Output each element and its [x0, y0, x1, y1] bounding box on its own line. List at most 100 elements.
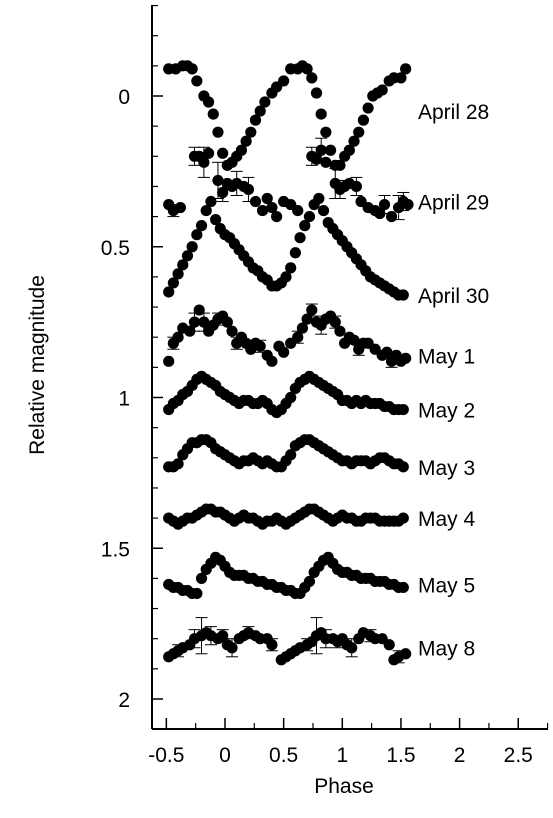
- data-point: [226, 325, 238, 337]
- data-point: [400, 352, 412, 364]
- data-point: [383, 639, 395, 651]
- data-point: [402, 198, 414, 211]
- data-point: [217, 147, 229, 159]
- x-tick-label: -0.5: [148, 744, 184, 767]
- data-point: [292, 331, 304, 343]
- data-point: [357, 114, 370, 126]
- data-point: [217, 186, 229, 199]
- data-point: [186, 241, 198, 253]
- series-8: [163, 617, 412, 666]
- x-tick-label: 1.5: [386, 744, 415, 767]
- series-5: [163, 434, 409, 473]
- series-labels: April 28 April 29 April 30 May 1 May 2 May 3 M…: [418, 101, 489, 661]
- data-point: [320, 156, 332, 168]
- series-label: May 1: [418, 345, 475, 368]
- data-point: [195, 572, 208, 585]
- data-point: [343, 144, 355, 156]
- data-point: [181, 250, 194, 262]
- data-point: [329, 316, 341, 328]
- series-label: May 2: [418, 400, 475, 423]
- data-point: [177, 259, 189, 271]
- data-point: [346, 642, 358, 654]
- series-label: April 28: [418, 101, 489, 124]
- data-point: [313, 192, 325, 205]
- data-point: [259, 96, 271, 108]
- data-point: [397, 581, 409, 594]
- data-point: [317, 204, 330, 217]
- data-point: [245, 126, 257, 138]
- series-4: [163, 370, 409, 419]
- data-point: [167, 277, 179, 289]
- y-tick-label: 1.5: [101, 538, 130, 561]
- data-point: [397, 461, 409, 473]
- series-label: April 29: [418, 192, 489, 215]
- data-point: [200, 204, 212, 217]
- x-tick-label: 0.5: [269, 744, 298, 767]
- y-tick-label: 1: [118, 388, 130, 411]
- data-point: [280, 271, 292, 283]
- data-point: [378, 198, 391, 211]
- data-point: [198, 156, 210, 168]
- data-point: [193, 304, 205, 316]
- series-label: May 4: [418, 508, 476, 531]
- data-point: [303, 211, 316, 223]
- data-point: [289, 247, 301, 259]
- data-point: [266, 355, 278, 367]
- data-point: [249, 114, 262, 126]
- data-point: [315, 108, 327, 120]
- data-point: [310, 87, 323, 99]
- data-point: [172, 331, 184, 343]
- data-point: [212, 126, 224, 138]
- data-point: [207, 108, 219, 120]
- data-point: [198, 316, 210, 328]
- data-point: [294, 232, 306, 244]
- series-2: [163, 192, 409, 301]
- data-point: [315, 144, 327, 156]
- y-axis-title: Relative magnitude: [26, 275, 49, 455]
- data-point: [226, 642, 238, 654]
- series-label: May 8: [418, 638, 475, 661]
- data-point: [202, 147, 215, 159]
- data-point: [385, 211, 398, 223]
- data-point: [256, 204, 269, 217]
- data-point: [163, 286, 175, 298]
- data-point: [400, 63, 412, 75]
- y-tick-label: 2: [118, 689, 130, 712]
- series-label: April 30: [418, 285, 489, 308]
- data-point: [202, 96, 215, 108]
- x-tick-label: 2.5: [504, 744, 533, 767]
- data-point: [172, 268, 184, 280]
- data-point: [324, 144, 337, 156]
- data-point: [301, 63, 313, 75]
- data-point: [191, 75, 203, 87]
- plot-area: [163, 60, 414, 666]
- x-tick-label: 2: [454, 744, 466, 767]
- data-point: [191, 229, 203, 241]
- data-point: [278, 346, 290, 358]
- data-point: [296, 322, 309, 334]
- data-point: [395, 72, 407, 84]
- x-axis-title: Phase: [314, 775, 374, 798]
- data-point: [188, 316, 201, 328]
- x-axis: -0.5 0 0.5 1 1.5 2 2.5: [148, 718, 549, 767]
- y-tick-label: 0: [118, 86, 130, 109]
- data-point: [320, 126, 332, 138]
- y-axis: 0 0.5 1 1.5 2: [101, 4, 163, 712]
- data-point: [174, 201, 187, 214]
- data-point: [278, 75, 290, 87]
- data-point: [186, 63, 198, 75]
- data-point: [261, 192, 273, 205]
- data-point: [235, 144, 248, 156]
- data-point: [306, 72, 318, 84]
- series-7: [163, 551, 409, 600]
- data-point: [303, 575, 316, 588]
- data-point: [376, 84, 388, 96]
- data-point: [348, 135, 360, 147]
- series-label: May 3: [418, 457, 475, 480]
- data-point: [254, 340, 266, 352]
- data-point: [362, 102, 374, 114]
- data-point: [217, 630, 229, 642]
- x-tick-label: 1: [336, 744, 348, 767]
- x-tick-label: 0: [219, 744, 231, 767]
- data-point: [397, 403, 409, 416]
